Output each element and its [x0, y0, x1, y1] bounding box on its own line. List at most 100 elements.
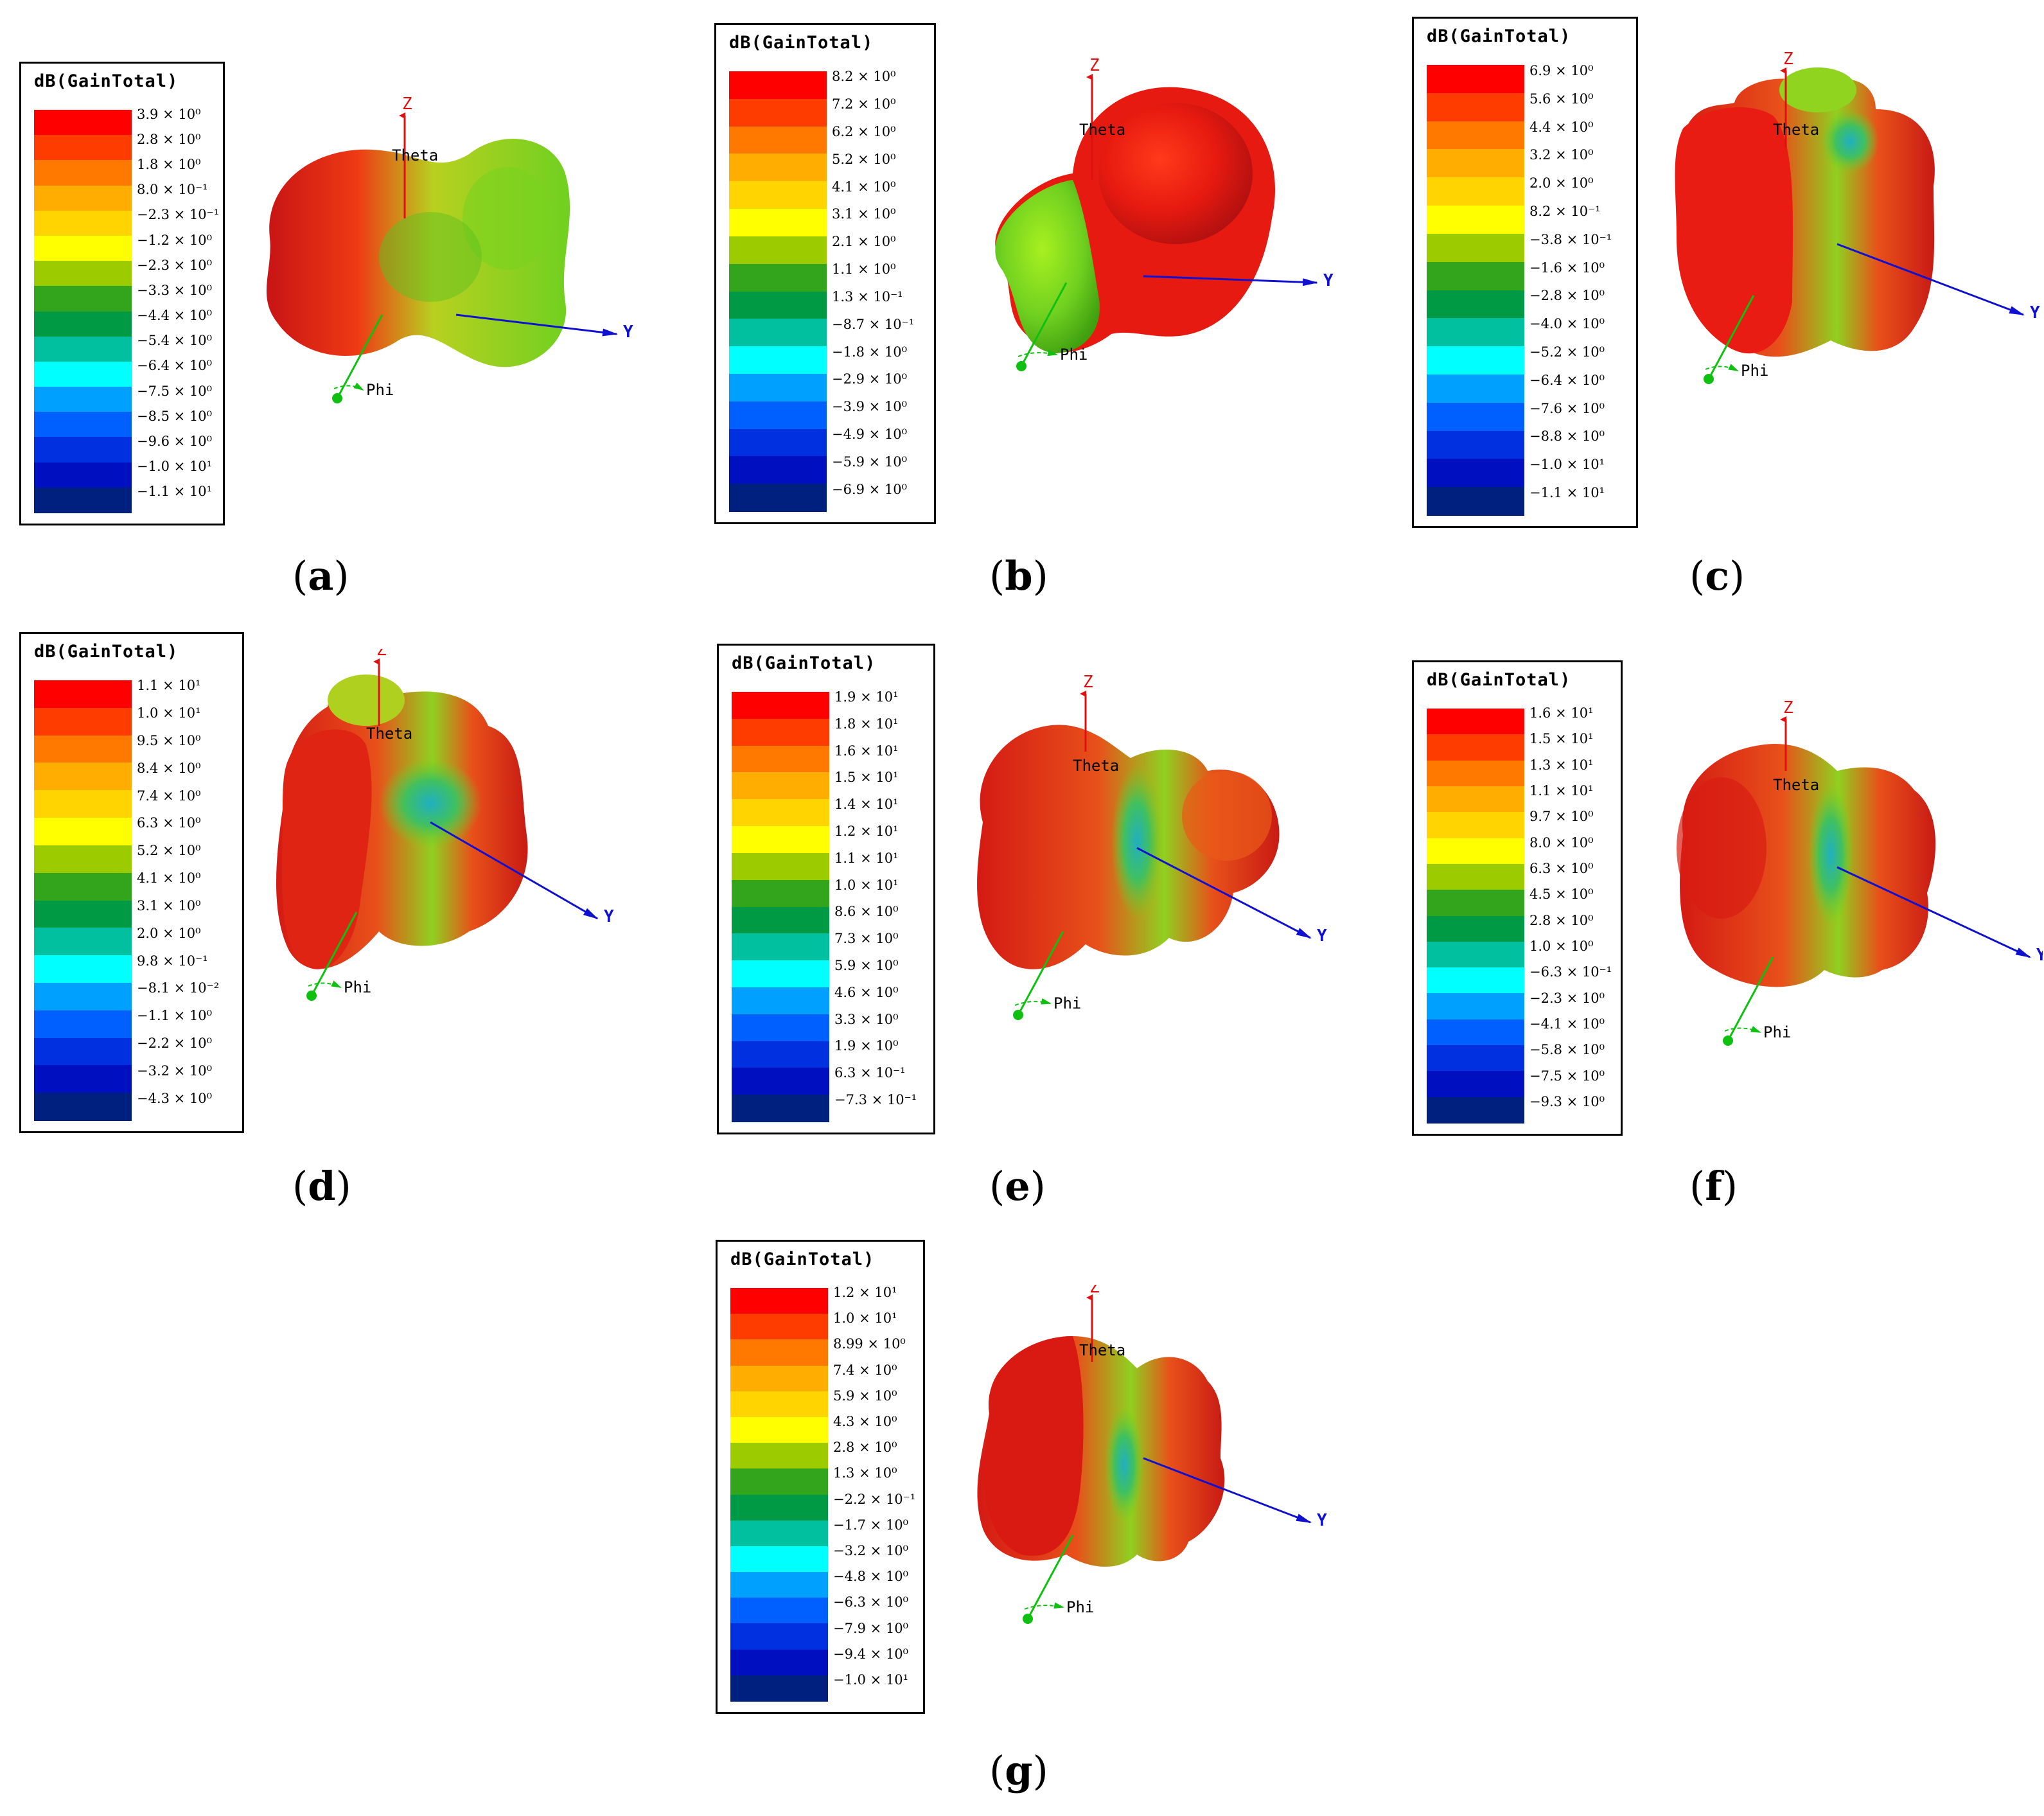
color-swatch	[730, 1314, 828, 1340]
color-swatch	[732, 906, 829, 934]
color-swatch	[34, 311, 132, 337]
phi-axis	[1727, 956, 1774, 1041]
color-swatch	[732, 1095, 829, 1122]
color-swatch	[1427, 487, 1524, 516]
scale-tick-label: 1.3 × 10¹	[1529, 757, 1594, 773]
color-swatch	[34, 763, 132, 791]
scale-tick-label: 7.3 × 10⁰	[834, 931, 899, 947]
pattern-surface	[977, 1336, 1225, 1567]
phi-marker	[1013, 1010, 1023, 1020]
color-swatch	[1427, 459, 1524, 488]
scale-tick-label: 3.1 × 10⁰	[832, 206, 896, 222]
legend-title: dB(GainTotal)	[730, 1249, 875, 1269]
phi-marker	[1704, 374, 1714, 384]
legend-title: dB(GainTotal)	[1427, 670, 1571, 690]
scale-tick-label: 6.3 × 10⁰	[1529, 861, 1594, 877]
color-swatch	[1427, 786, 1524, 813]
color-swatch	[730, 1365, 828, 1392]
legend-c: dB(GainTotal) 6.9 × 10⁰ 5.6 × 10⁰ 4.4 × 10⁰…	[1412, 17, 1638, 528]
scale-tick-label: −9.4 × 10⁰	[833, 1646, 909, 1662]
scale-tick-label: 9.5 × 10⁰	[137, 733, 201, 749]
color-swatch	[729, 126, 827, 154]
color-swatch	[34, 210, 132, 236]
legend-e: dB(GainTotal) 1.9 × 10¹ 1.8 × 10¹ 1.6 × 10¹…	[717, 644, 935, 1134]
scale-tick-label: 2.8 × 10⁰	[833, 1440, 897, 1456]
scale-tick-label: 1.0 × 10⁰	[1529, 938, 1594, 954]
color-swatch	[1427, 93, 1524, 122]
legend-title: dB(GainTotal)	[34, 642, 179, 662]
color-swatch	[34, 387, 132, 412]
scale-tick-label: 2.0 × 10⁰	[1529, 175, 1594, 191]
phi-arc	[1014, 998, 1052, 1006]
scale-tick-label: −6.3 × 10⁻¹	[1529, 964, 1612, 980]
scale-tick-label: 6.2 × 10⁰	[832, 124, 896, 140]
scale-tick-label: 1.4 × 10¹	[834, 797, 899, 813]
y-axis	[1143, 275, 1318, 287]
color-swatch	[34, 361, 132, 387]
scale-tick-label: −6.9 × 10⁰	[832, 481, 908, 497]
color-swatch	[1427, 760, 1524, 787]
legend-title: dB(GainTotal)	[1427, 26, 1571, 46]
color-swatch	[732, 852, 829, 881]
color-swatch	[34, 135, 132, 161]
panel-caption-d: (d)	[292, 1163, 351, 1210]
panel-caption-letter: g	[1005, 1747, 1033, 1794]
phi-axis	[1026, 1535, 1074, 1619]
scale-tick-label: −2.3 × 10⁰	[137, 257, 213, 273]
y-axis	[455, 313, 618, 337]
scale-tick-label: 4.1 × 10⁰	[832, 179, 896, 195]
scale-tick-label: 1.6 × 10¹	[834, 743, 899, 759]
y-axis	[1143, 1457, 1312, 1524]
scale-tick-label: −2.2 × 10⁻¹	[833, 1491, 916, 1507]
panel-caption-f: (f)	[1689, 1163, 1738, 1210]
color-swatch	[34, 1010, 132, 1039]
scale-tick-label: −1.1 × 10⁰	[137, 1008, 213, 1024]
color-swatch	[1427, 346, 1524, 375]
color-swatch	[1427, 318, 1524, 347]
color-swatch	[729, 428, 827, 457]
color-swatch	[1427, 838, 1524, 865]
color-swatch	[34, 110, 132, 136]
color-swatch	[730, 1416, 828, 1443]
scale-tick-label: −5.8 × 10⁰	[1529, 1042, 1605, 1058]
scale-tick-label: 1.1 × 10¹	[137, 678, 201, 694]
scale-tick-label: 1.1 × 10⁰	[832, 261, 896, 278]
scale-tick-label: 6.9 × 10⁰	[1529, 62, 1594, 78]
scale-tick-label: 9.7 × 10⁰	[1529, 809, 1594, 825]
panel-caption-c: (c)	[1689, 552, 1745, 599]
color-swatch	[1427, 863, 1524, 890]
radiation-pattern-3d-g: Z Theta Y Phi	[925, 1278, 1368, 1644]
panel-caption-letter: f	[1705, 1163, 1722, 1210]
phi-axis	[310, 912, 358, 996]
y-axis-label: Y	[1317, 926, 1327, 946]
color-swatch	[729, 456, 827, 484]
scale-tick-label: 5.9 × 10⁰	[833, 1388, 897, 1404]
legend-b: dB(GainTotal) 8.2 × 10⁰ 7.2 × 10⁰ 6.2 × 10⁰…	[714, 23, 936, 524]
scale-tick-label: 4.3 × 10⁰	[833, 1414, 897, 1430]
theta-label: Theta	[1773, 776, 1819, 794]
theta-label: Theta	[366, 725, 412, 743]
panel-caption-letter: b	[1005, 552, 1033, 599]
phi-label: Phi	[1066, 1598, 1094, 1616]
color-swatch	[1427, 233, 1524, 263]
scale-tick-label: −2.3 × 10⁻¹	[137, 207, 220, 223]
phi-arc	[308, 980, 342, 988]
scale-tick-label: −2.2 × 10⁰	[137, 1035, 213, 1051]
z-axis-label: Z	[1783, 49, 1793, 69]
panel-caption-letter: a	[308, 552, 334, 599]
scale-tick-label: 2.8 × 10⁰	[1529, 912, 1594, 928]
scale-tick-label: −6.3 × 10⁰	[833, 1594, 909, 1610]
scale-tick-label: −3.8 × 10⁻¹	[1529, 231, 1612, 247]
scale-tick-label: −2.9 × 10⁰	[832, 371, 908, 387]
color-swatch	[34, 955, 132, 983]
color-swatch	[730, 1649, 828, 1676]
color-swatch	[1427, 374, 1524, 403]
scale-tick-label: −5.2 × 10⁰	[1529, 344, 1605, 360]
panel-caption-letter: d	[308, 1163, 336, 1210]
scale-tick-label: 1.5 × 10¹	[1529, 731, 1594, 747]
scale-tick-label: −7.3 × 10⁻¹	[834, 1092, 917, 1108]
scale-tick-label: 1.5 × 10¹	[834, 770, 899, 786]
phi-label: Phi	[366, 381, 394, 399]
color-swatch	[1427, 149, 1524, 178]
color-swatch	[34, 261, 132, 287]
